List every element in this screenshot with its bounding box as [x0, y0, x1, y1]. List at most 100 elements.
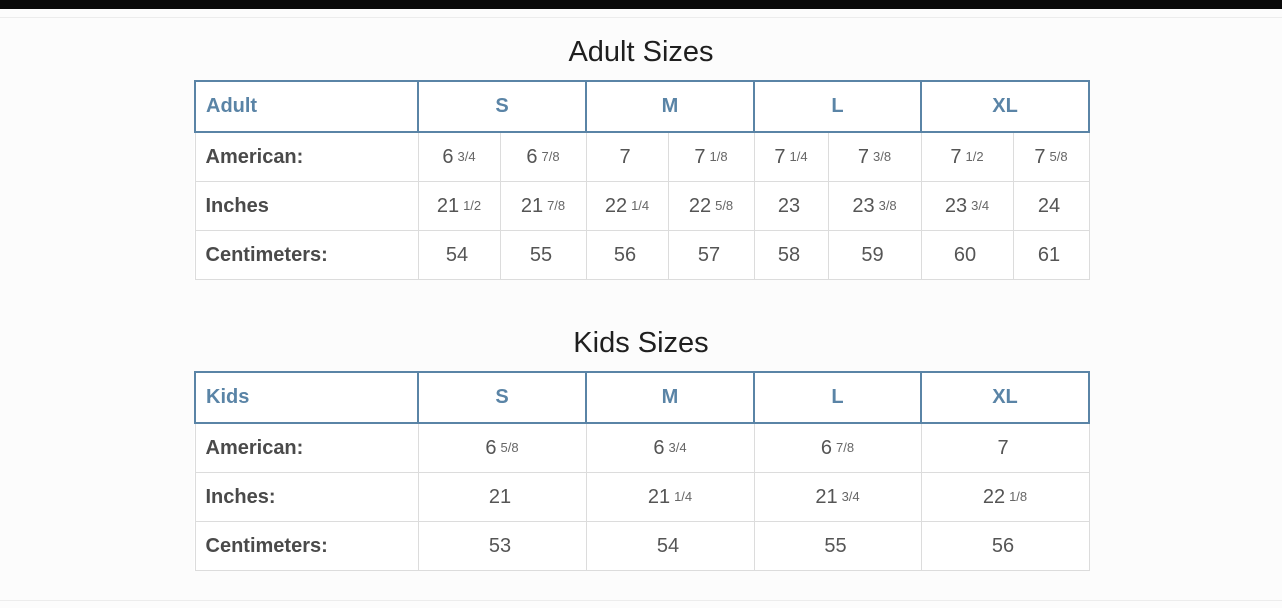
- cell-fraction: 7/8: [547, 197, 566, 213]
- size-cell: 21 3/4: [753, 472, 922, 522]
- cell-whole: 24: [1037, 194, 1061, 217]
- cell-whole: 22: [604, 194, 628, 217]
- cell-whole: 55: [824, 534, 847, 557]
- size-cell: 58: [753, 230, 829, 280]
- cell-whole: 7: [1034, 145, 1046, 168]
- size-cell: 6 3/4: [417, 131, 501, 182]
- size-cell: 21 7/8: [499, 181, 587, 231]
- size-cell: 59: [827, 230, 922, 280]
- size-cell: 21 1/2: [417, 181, 501, 231]
- kids-row-inches: Inches: 21 21 1/4 21 3/4 22 1/8: [194, 472, 1090, 522]
- cell-whole: 6: [442, 145, 454, 168]
- cell-fraction: 5/8: [500, 439, 519, 455]
- kids-header-row: Kids S M L XL: [194, 371, 1090, 424]
- cell-whole: 60: [953, 243, 977, 266]
- cell-fraction: 3/8: [878, 197, 897, 213]
- cell-whole: 23: [944, 194, 968, 217]
- adult-sizes-title: Adult Sizes: [568, 36, 714, 68]
- cell-fraction: 3/8: [873, 148, 892, 164]
- size-cell: 24: [1012, 181, 1090, 231]
- adult-row-inches: Inches 21 1/2 21 7/8 22 1/4 22 5/8 23 23 3/8 …: [194, 181, 1090, 231]
- adult-size-table: Adult S M L XL American: 6 3/4 6 7/8 7 7 1/…: [194, 80, 1091, 280]
- adult-size-header-xl: XL: [920, 80, 1091, 133]
- cell-whole: 7: [619, 145, 631, 168]
- cell-fraction: 1/2: [965, 148, 984, 164]
- cell-whole: 7: [774, 145, 786, 168]
- kids-sizes-title: Kids Sizes: [573, 327, 709, 359]
- row-label: Centimeters:: [194, 230, 419, 280]
- cell-whole: 21: [488, 485, 512, 508]
- cell-fraction: 5/8: [715, 197, 734, 213]
- size-cell: 23: [753, 181, 829, 231]
- adult-size-header-l: L: [753, 80, 923, 133]
- kids-row-american: American: 6 5/8 6 3/4 6 7/8 7: [194, 422, 1090, 473]
- cell-whole: 21: [647, 485, 671, 508]
- kids-corner-header: Kids: [194, 371, 419, 424]
- cell-fraction: 1/8: [1009, 488, 1028, 504]
- kids-row-centimeters: Centimeters: 53 54 55 56: [194, 521, 1090, 571]
- adult-size-header-s: S: [417, 80, 587, 133]
- cell-whole: 21: [815, 485, 838, 508]
- size-cell: 7 1/2: [920, 131, 1014, 182]
- size-cell: 61: [1012, 230, 1090, 280]
- size-cell: 6 3/4: [585, 422, 755, 473]
- size-cell: 21 1/4: [585, 472, 755, 522]
- cell-whole: 55: [529, 243, 553, 266]
- size-cell: 55: [753, 521, 922, 571]
- adult-header-row: Adult S M L XL: [194, 80, 1091, 133]
- size-cell: 7 1/8: [667, 131, 755, 182]
- size-cell: 55: [499, 230, 587, 280]
- size-cell: 54: [585, 521, 755, 571]
- cell-whole: 6: [485, 436, 497, 459]
- size-cell: 23 3/8: [827, 181, 922, 231]
- cell-whole: 21: [436, 194, 460, 217]
- cell-whole: 57: [697, 243, 721, 266]
- cell-whole: 61: [1037, 243, 1061, 266]
- cell-fraction: 3/4: [668, 439, 687, 455]
- kids-size-header-m: M: [585, 371, 755, 424]
- size-cell: 7 1/4: [753, 131, 829, 182]
- cell-whole: 56: [613, 243, 637, 266]
- cell-fraction: 1/4: [674, 488, 693, 504]
- cell-fraction: 1/2: [463, 197, 482, 213]
- size-cell: 60: [920, 230, 1014, 280]
- cell-whole: 7: [857, 145, 870, 168]
- size-cell: 56: [920, 521, 1090, 571]
- adult-row-centimeters: Centimeters: 54 55 56 57 58 59 60 61: [194, 230, 1090, 280]
- size-cell: 7: [920, 422, 1090, 473]
- adult-corner-header: Adult: [194, 80, 419, 133]
- size-cell: 6 7/8: [753, 422, 922, 473]
- size-cell: 23 3/4: [920, 181, 1014, 231]
- kids-size-header-l: L: [753, 371, 922, 424]
- size-cell: 6 7/8: [499, 131, 587, 182]
- kids-size-header-xl: XL: [920, 371, 1090, 424]
- size-cell: 53: [417, 521, 587, 571]
- cell-fraction: 5/8: [1049, 148, 1068, 164]
- cell-fraction: 1/4: [631, 197, 650, 213]
- cell-whole: 59: [861, 243, 884, 266]
- size-cell: 22 5/8: [667, 181, 755, 231]
- size-cell: 6 5/8: [417, 422, 587, 473]
- cell-whole: 23: [852, 194, 875, 217]
- bottom-divider: [0, 600, 1282, 601]
- adult-row-american: American: 6 3/4 6 7/8 7 7 1/8 7 1/4 7 3/8 7 1/…: [194, 131, 1090, 182]
- cell-whole: 6: [526, 145, 538, 168]
- cell-fraction: 1/8: [709, 148, 728, 164]
- row-label: Centimeters:: [194, 521, 419, 571]
- cell-whole: 7: [694, 145, 706, 168]
- cell-whole: 22: [688, 194, 712, 217]
- cell-fraction: 7/8: [541, 148, 560, 164]
- size-cell: 7: [585, 131, 669, 182]
- cell-whole: 6: [653, 436, 665, 459]
- cell-whole: 6: [820, 436, 833, 459]
- top-bar: [0, 0, 1282, 9]
- cell-whole: 54: [445, 243, 469, 266]
- cell-whole: 22: [982, 485, 1006, 508]
- cell-fraction: 3/4: [841, 488, 860, 504]
- row-label: Inches: [194, 181, 419, 231]
- kids-size-header-s: S: [417, 371, 587, 424]
- size-cell: 22 1/8: [920, 472, 1090, 522]
- size-cell: 57: [667, 230, 755, 280]
- cell-fraction: 3/4: [457, 148, 476, 164]
- cell-fraction: 3/4: [971, 197, 990, 213]
